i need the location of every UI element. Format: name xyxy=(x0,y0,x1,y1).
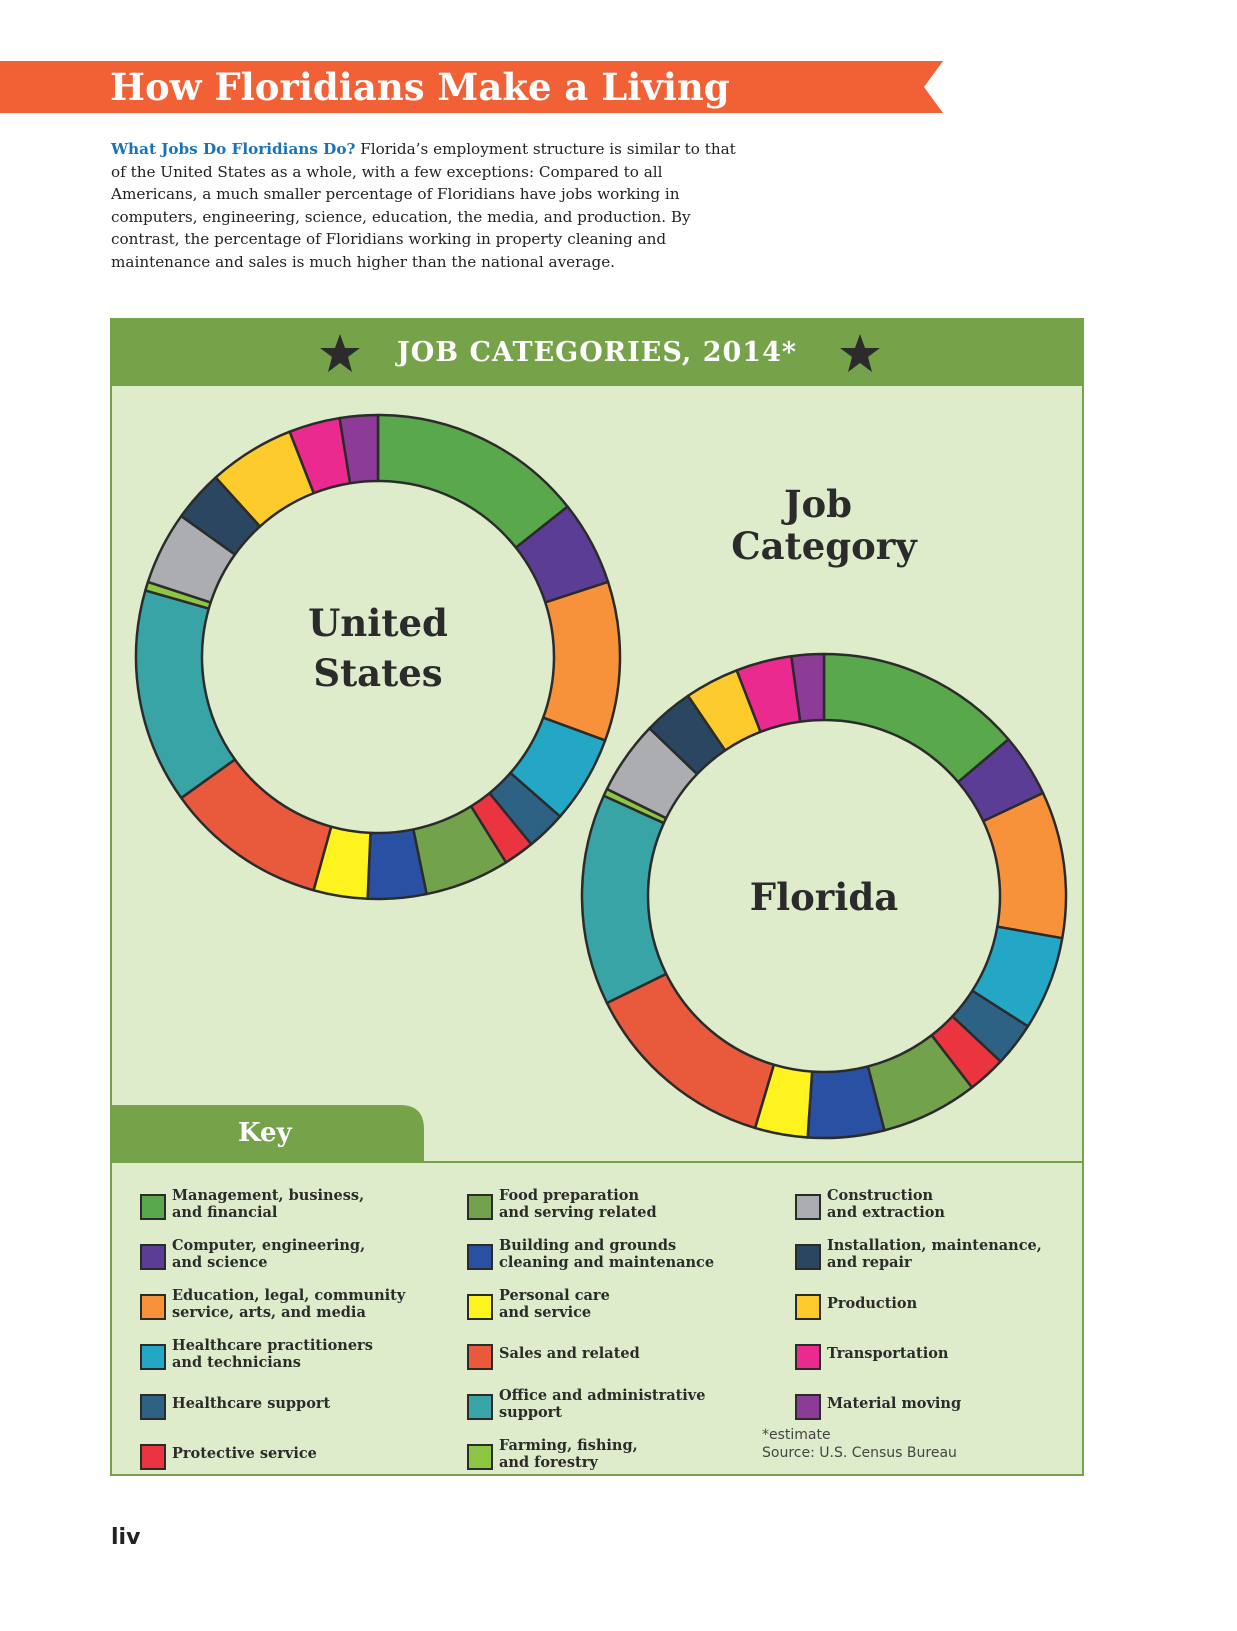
legend-label-line1: Healthcare practitioners xyxy=(172,1337,373,1354)
intro-lead: What Jobs Do Floridians Do? xyxy=(111,140,356,158)
legend-label-line2: and repair xyxy=(827,1253,912,1271)
intro-body: Florida’s employment structure is simila… xyxy=(111,140,736,271)
legend-swatch xyxy=(795,1194,821,1220)
us-donut-chart xyxy=(134,413,622,901)
florida-slice-10 xyxy=(605,972,776,1130)
legend-swatch xyxy=(467,1194,493,1220)
footnote: *estimate xyxy=(762,1427,831,1443)
legend-label: Personal care and service xyxy=(499,1287,759,1321)
legend-label: Education, legal, community service, arts… xyxy=(172,1287,432,1321)
star-icon xyxy=(320,334,360,372)
legend-label-line2: support xyxy=(499,1403,562,1421)
key-tab xyxy=(110,1105,424,1161)
legend-swatch xyxy=(140,1194,166,1220)
star-icon xyxy=(840,334,880,372)
us-slice-11 xyxy=(134,589,237,800)
legend-label: Farming, fishing, and forestry xyxy=(499,1437,759,1471)
legend-label-line1: Healthcare support xyxy=(172,1395,331,1412)
legend-label-line1: Protective service xyxy=(172,1445,317,1462)
key-divider xyxy=(110,1161,1084,1163)
job-category-title-line1: Job xyxy=(781,482,852,526)
florida-slice-11 xyxy=(580,794,668,1005)
legend-label-line1: Management, business, xyxy=(172,1187,365,1204)
legend-label-line1: Installation, maintenance, xyxy=(827,1237,1042,1254)
legend-swatch xyxy=(140,1244,166,1270)
key-label: Key xyxy=(238,1118,292,1148)
legend-swatch xyxy=(467,1444,493,1470)
legend-label-line1: Education, legal, community xyxy=(172,1287,406,1304)
legend-swatch xyxy=(140,1294,166,1320)
legend-label: Computer, engineering, and science xyxy=(172,1237,432,1271)
us-slice-17 xyxy=(338,413,380,485)
legend-swatch xyxy=(467,1244,493,1270)
banner-shape xyxy=(0,61,943,113)
source-text: Source: U.S. Census Bureau xyxy=(762,1445,957,1461)
legend-label-line2: and technicians xyxy=(172,1353,301,1371)
legend-label-line1: Construction xyxy=(827,1187,934,1204)
legend-label-line2: and forestry xyxy=(499,1453,598,1471)
legend-label-line1: Building and grounds xyxy=(499,1237,677,1254)
legend-label-line1: Material moving xyxy=(827,1395,962,1412)
legend-swatch xyxy=(467,1344,493,1370)
legend-swatch xyxy=(467,1294,493,1320)
legend-label-line1: Computer, engineering, xyxy=(172,1237,366,1254)
legend-label-line1: Farming, fishing, xyxy=(499,1437,638,1454)
legend-label: Healthcare practitioners and technicians xyxy=(172,1337,432,1371)
florida-donut-chart xyxy=(580,652,1068,1140)
legend-swatch xyxy=(795,1344,821,1370)
legend-swatch xyxy=(795,1244,821,1270)
legend-swatch xyxy=(140,1344,166,1370)
legend-label-line2: and science xyxy=(172,1253,268,1271)
legend-label-line1: Production xyxy=(827,1295,918,1312)
legend-label: Protective service xyxy=(172,1445,432,1463)
legend-swatch xyxy=(140,1444,166,1470)
legend-label-line2: service, arts, and media xyxy=(172,1303,366,1321)
legend-label: Sales and related xyxy=(499,1345,759,1363)
legend-swatch xyxy=(795,1294,821,1320)
us-center-label-line1: United xyxy=(308,601,448,645)
intro-paragraph: What Jobs Do Floridians Do? Florida’s em… xyxy=(111,138,751,273)
legend-label: Installation, maintenance, and repair xyxy=(827,1237,1087,1271)
legend-label-line2: and service xyxy=(499,1303,592,1321)
title-banner: How Floridians Make a Living xyxy=(0,61,950,113)
legend-label: Building and grounds cleaning and mainten… xyxy=(499,1237,759,1271)
legend-label-line2: and financial xyxy=(172,1203,278,1221)
legend-label: Office and administrative support xyxy=(499,1387,759,1421)
legend-label-line1: Sales and related xyxy=(499,1345,640,1362)
legend-swatch xyxy=(795,1394,821,1420)
florida-slice-17 xyxy=(790,652,826,723)
legend-label-line1: Food preparation xyxy=(499,1187,640,1204)
legend-label: Construction and extraction xyxy=(827,1187,1087,1221)
source-note: *estimate Source: U.S. Census Bureau xyxy=(762,1426,957,1462)
legend-label-line1: Transportation xyxy=(827,1345,949,1362)
job-category-title-line2: Category xyxy=(731,524,918,568)
legend-label-line1: Personal care xyxy=(499,1287,610,1304)
legend-label: Management, business, and financial xyxy=(172,1187,432,1221)
legend-label: Transportation xyxy=(827,1345,1087,1363)
florida-slice-3 xyxy=(982,791,1068,940)
legend-label-line2: and serving related xyxy=(499,1203,657,1221)
legend-label: Production xyxy=(827,1295,1087,1313)
legend-label-line2: cleaning and maintenance xyxy=(499,1253,715,1271)
legend-label: Material moving xyxy=(827,1395,1087,1413)
us-center-label-line2: States xyxy=(313,651,442,695)
page-title: How Floridians Make a Living xyxy=(110,65,730,109)
legend-swatch xyxy=(467,1394,493,1420)
legend-label-line2: and extraction xyxy=(827,1203,945,1221)
legend-label-line1: Office and administrative xyxy=(499,1387,706,1404)
legend-swatch xyxy=(140,1394,166,1420)
panel-header: JOB CATEGORIES, 2014* xyxy=(112,320,1082,386)
us-slice-3 xyxy=(541,580,622,742)
florida-center-label: Florida xyxy=(750,875,898,919)
page-number: liv xyxy=(111,1525,141,1550)
panel-title: JOB CATEGORIES, 2014* xyxy=(397,337,797,368)
legend-label: Food preparation and serving related xyxy=(499,1187,759,1221)
legend-label: Healthcare support xyxy=(172,1395,432,1413)
